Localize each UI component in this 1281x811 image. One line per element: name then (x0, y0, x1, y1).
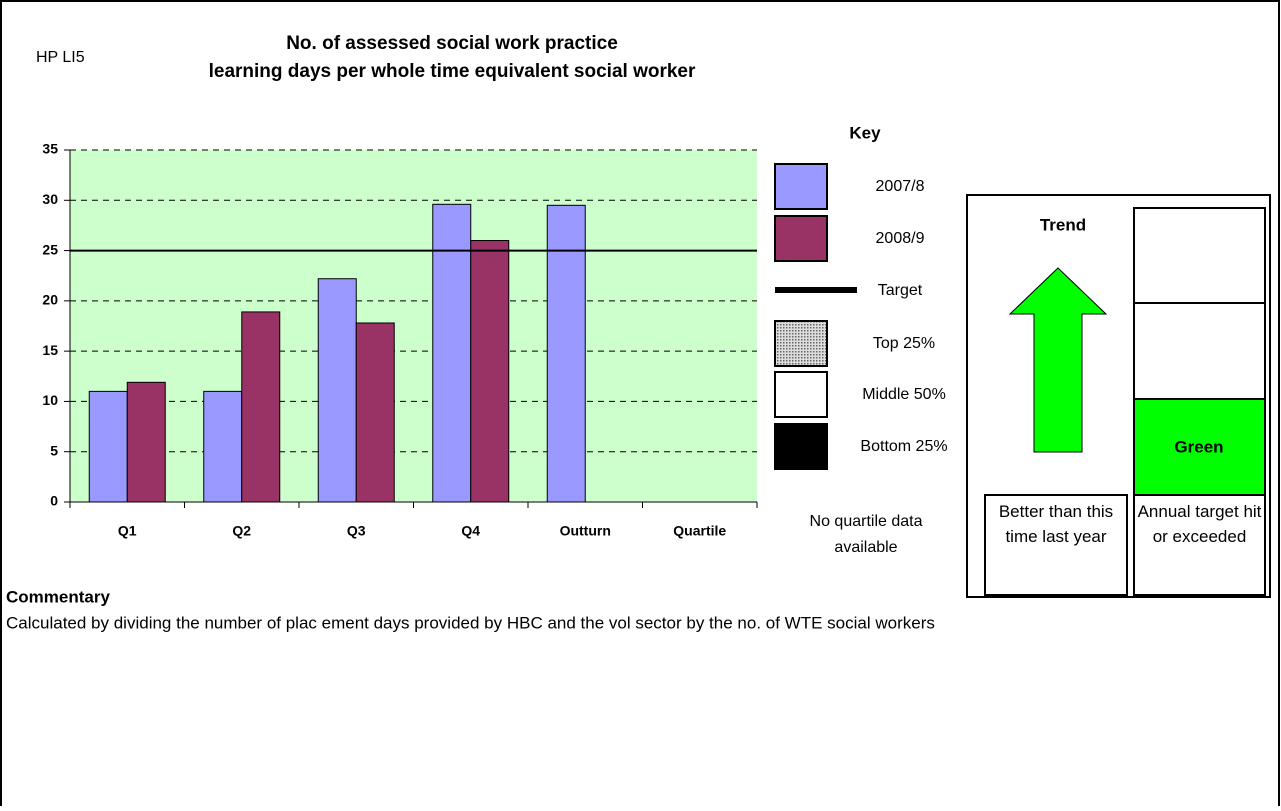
rating: Green (1174, 437, 1223, 456)
legend-swatch (774, 371, 828, 418)
quartile-note: No quartile data (810, 513, 923, 530)
x-tick-label: Q2 (232, 523, 251, 539)
bar (126, 381, 166, 503)
trend-arrow (1008, 267, 1108, 453)
bar (355, 322, 395, 503)
y-tick-label: 5 (50, 442, 58, 458)
bar (546, 204, 586, 503)
legend-swatch (774, 163, 828, 210)
key-title: Key (849, 123, 881, 142)
plot-area (70, 150, 757, 502)
y-tick-label: 25 (42, 241, 58, 257)
x-tick-label: Q4 (461, 523, 480, 539)
trend-text: Better than this time last year (998, 502, 1114, 546)
y-tick-label: 30 (42, 191, 58, 207)
bar (317, 278, 357, 503)
rating-cell (1133, 207, 1266, 304)
chart-title: No. of assessed social work practice (286, 33, 618, 54)
y-tick-label: 10 (42, 392, 58, 408)
legend-label: Target (878, 282, 923, 299)
bar (432, 203, 472, 503)
trend-text-wrap: Better than this time last year (998, 502, 1114, 546)
status-panel (966, 194, 1271, 598)
rating-text-wrap: Annual target hit or exceeded (1137, 502, 1262, 546)
y-tick-label: 15 (42, 342, 58, 358)
legend-label: 2008/9 (876, 230, 925, 247)
x-tick-label: Outturn (560, 523, 611, 539)
y-tick-label: 35 (42, 141, 58, 157)
commentary-title: Commentary (6, 587, 110, 606)
x-tick-label: Q3 (347, 523, 366, 539)
y-tick-label: 20 (42, 292, 58, 308)
bar (470, 240, 510, 503)
x-tick-label: Q1 (118, 523, 137, 539)
indicator-code: HP LI5 (36, 49, 85, 66)
bar (241, 311, 281, 503)
bar (88, 390, 128, 503)
bar (203, 390, 243, 503)
rating-box (1133, 494, 1266, 596)
y-tick-label: 0 (50, 493, 58, 509)
rating-cell (1133, 302, 1266, 400)
legend-swatch (774, 320, 828, 367)
legend-swatch (774, 423, 828, 470)
legend-swatch (775, 287, 857, 293)
legend-swatch (774, 215, 828, 262)
legend-label: 2007/8 (876, 178, 925, 195)
x-tick-label: Quartile (673, 523, 726, 539)
trend-box (984, 494, 1128, 596)
quartile-note: available (834, 539, 897, 556)
trend-title: Trend (1040, 215, 1086, 234)
legend-label: Middle 50% (862, 386, 946, 403)
commentary-text: Calculated by dividing the number of pla… (6, 613, 935, 632)
legend-label: Bottom 25% (860, 438, 947, 455)
legend-label: Top 25% (873, 335, 935, 352)
rating-text: Annual target hit or exceeded (1137, 502, 1262, 546)
chart-title: learning days per whole time equivalent … (209, 61, 696, 82)
